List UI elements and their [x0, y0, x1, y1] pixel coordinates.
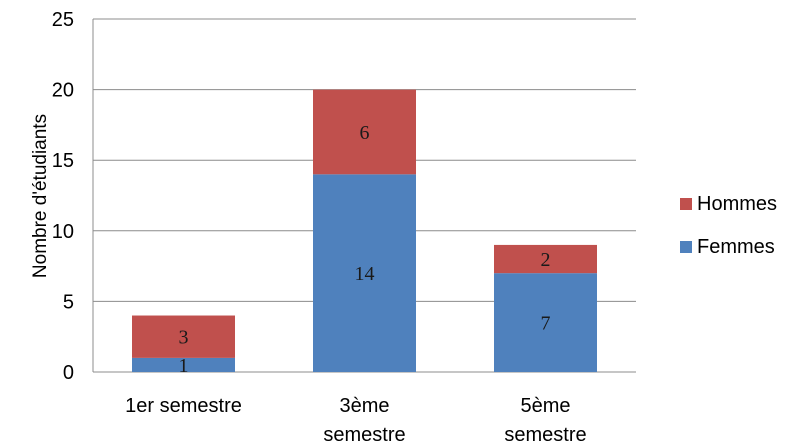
legend-swatch-hommes	[680, 198, 692, 210]
legend-label-femmes: Femmes	[697, 236, 775, 258]
x-category-label: 3ème semestre	[323, 395, 405, 446]
y-tick-label: 15	[52, 150, 74, 172]
x-category-label: 5ème semestre	[504, 395, 586, 446]
y-tick-label: 25	[52, 9, 74, 31]
y-tick-label: 0	[63, 362, 74, 384]
data-label: 2	[541, 249, 551, 271]
legend-swatch-femmes	[680, 241, 692, 253]
bars: 1 3 14 6 7 2	[132, 89, 597, 377]
x-category-label: 1er semestre	[125, 395, 242, 417]
legend: Hommes Femmes	[680, 193, 777, 258]
y-tick-label: 20	[52, 80, 74, 102]
data-label: 14	[355, 263, 375, 285]
bar-femmes-1	[132, 357, 235, 372]
bar-hommes-2	[313, 89, 416, 175]
data-label: 6	[360, 122, 370, 144]
bar-femmes-3	[494, 273, 597, 372]
y-axis-title: Nombre d'étudiants	[30, 114, 51, 278]
data-label: 7	[541, 313, 551, 335]
y-axis-ticks: 0 5 10 15 20 25	[52, 9, 74, 384]
bar-hommes-3	[494, 244, 597, 274]
bar-femmes-2	[313, 174, 416, 372]
x-axis-labels: 1er semestre 3ème semestre 5ème semestre	[125, 395, 586, 446]
data-label: 3	[179, 327, 189, 349]
y-tick-label: 10	[52, 221, 74, 243]
data-label: 1	[179, 355, 189, 377]
bar-hommes-1	[132, 315, 235, 358]
y-tick-label: 5	[63, 291, 74, 313]
legend-label-hommes: Hommes	[697, 193, 777, 215]
